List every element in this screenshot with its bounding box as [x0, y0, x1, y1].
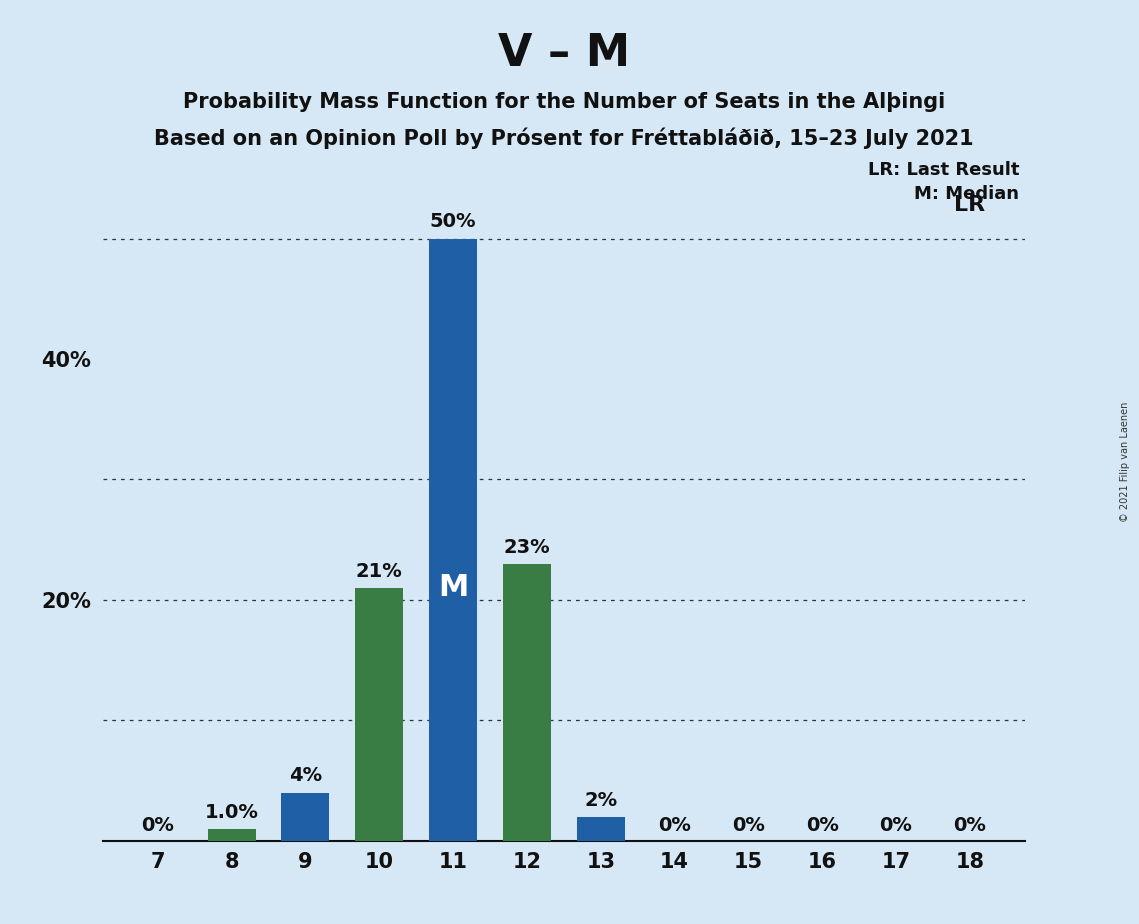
- Text: V – M: V – M: [498, 32, 630, 76]
- Bar: [503, 564, 551, 841]
- Text: 0%: 0%: [953, 816, 986, 834]
- Text: © 2021 Filip van Laenen: © 2021 Filip van Laenen: [1120, 402, 1130, 522]
- Text: 50%: 50%: [429, 213, 476, 231]
- Text: M: Median: M: Median: [915, 185, 1019, 202]
- Bar: [429, 238, 477, 841]
- Text: 2%: 2%: [584, 791, 617, 809]
- Bar: [207, 829, 255, 841]
- Text: Probability Mass Function for the Number of Seats in the Alþingi: Probability Mass Function for the Number…: [182, 92, 945, 113]
- Text: 0%: 0%: [658, 816, 691, 834]
- Bar: [576, 817, 624, 841]
- Text: Based on an Opinion Poll by Prósent for Fréttabláðið, 15–23 July 2021: Based on an Opinion Poll by Prósent for …: [154, 128, 974, 149]
- Bar: [355, 588, 403, 841]
- Text: 21%: 21%: [355, 562, 403, 580]
- Text: 4%: 4%: [289, 766, 322, 785]
- Text: LR: Last Result: LR: Last Result: [868, 161, 1019, 178]
- Bar: [281, 793, 329, 841]
- Text: 0%: 0%: [141, 816, 174, 834]
- Text: LR: LR: [954, 194, 985, 214]
- Text: 23%: 23%: [503, 538, 550, 556]
- Text: M: M: [437, 574, 468, 602]
- Text: 0%: 0%: [732, 816, 764, 834]
- Text: 1.0%: 1.0%: [205, 803, 259, 821]
- Text: 0%: 0%: [879, 816, 912, 834]
- Text: 0%: 0%: [805, 816, 838, 834]
